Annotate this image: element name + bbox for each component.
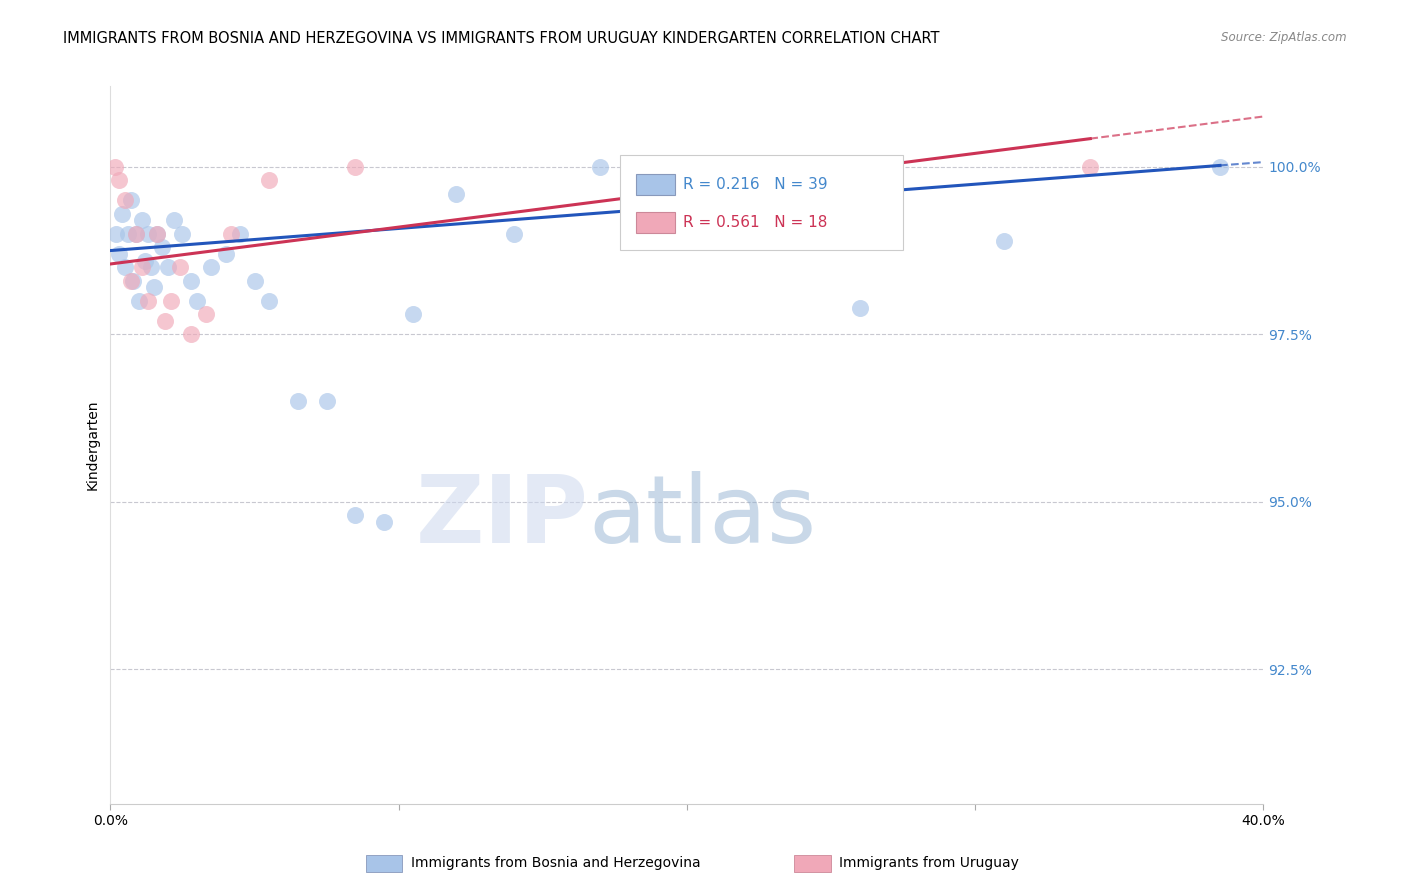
Point	[194, 307, 217, 321]
Point	[200, 260, 222, 275]
Point	[114, 260, 136, 275]
Point	[169, 260, 191, 275]
Point	[344, 508, 367, 523]
Point	[120, 194, 142, 208]
Point	[402, 307, 425, 321]
Point	[125, 227, 148, 241]
Point	[186, 293, 208, 308]
Point	[136, 293, 159, 308]
Point	[180, 274, 202, 288]
Point	[315, 394, 337, 409]
Point	[117, 227, 139, 241]
Text: Immigrants from Uruguay: Immigrants from Uruguay	[839, 856, 1019, 871]
Point	[145, 227, 167, 241]
Text: R = 0.216   N = 39: R = 0.216 N = 39	[683, 178, 828, 193]
Point	[257, 293, 280, 308]
Point	[104, 160, 127, 174]
Point	[243, 274, 266, 288]
Point	[142, 280, 165, 294]
Point	[136, 227, 159, 241]
Y-axis label: Kindergarten: Kindergarten	[86, 400, 100, 491]
Point	[157, 260, 180, 275]
Point	[105, 227, 128, 241]
Point	[344, 160, 367, 174]
Point	[131, 213, 153, 227]
Text: Immigrants from Bosnia and Herzegovina: Immigrants from Bosnia and Herzegovina	[411, 856, 700, 871]
Point	[139, 260, 162, 275]
Point	[221, 227, 243, 241]
Point	[122, 274, 145, 288]
Point	[125, 227, 148, 241]
Point	[215, 247, 238, 261]
Point	[502, 227, 524, 241]
Point	[373, 515, 395, 529]
Point	[108, 173, 131, 187]
Point	[748, 213, 770, 227]
Point	[993, 234, 1015, 248]
Point	[108, 247, 131, 261]
Point	[145, 227, 167, 241]
Point	[172, 227, 194, 241]
Point	[131, 260, 153, 275]
Text: atlas: atlas	[589, 471, 817, 563]
Point	[114, 194, 136, 208]
Point	[257, 173, 280, 187]
Point	[589, 160, 612, 174]
Point	[163, 213, 186, 227]
Point	[134, 253, 156, 268]
Point	[704, 186, 727, 201]
Point	[150, 240, 173, 254]
Point	[180, 327, 202, 342]
Point	[647, 160, 669, 174]
Point	[1078, 160, 1101, 174]
Point	[1209, 160, 1232, 174]
Text: IMMIGRANTS FROM BOSNIA AND HERZEGOVINA VS IMMIGRANTS FROM URUGUAY KINDERGARTEN C: IMMIGRANTS FROM BOSNIA AND HERZEGOVINA V…	[63, 31, 939, 46]
Point	[160, 293, 183, 308]
Point	[229, 227, 252, 241]
Text: Source: ZipAtlas.com: Source: ZipAtlas.com	[1222, 31, 1347, 45]
Point	[446, 186, 468, 201]
Point	[287, 394, 309, 409]
Text: R = 0.561   N = 18: R = 0.561 N = 18	[683, 215, 828, 230]
Point	[120, 274, 142, 288]
Text: ZIP: ZIP	[416, 471, 589, 563]
Point	[848, 301, 870, 315]
Point	[111, 207, 134, 221]
Point	[128, 293, 150, 308]
Point	[153, 314, 176, 328]
